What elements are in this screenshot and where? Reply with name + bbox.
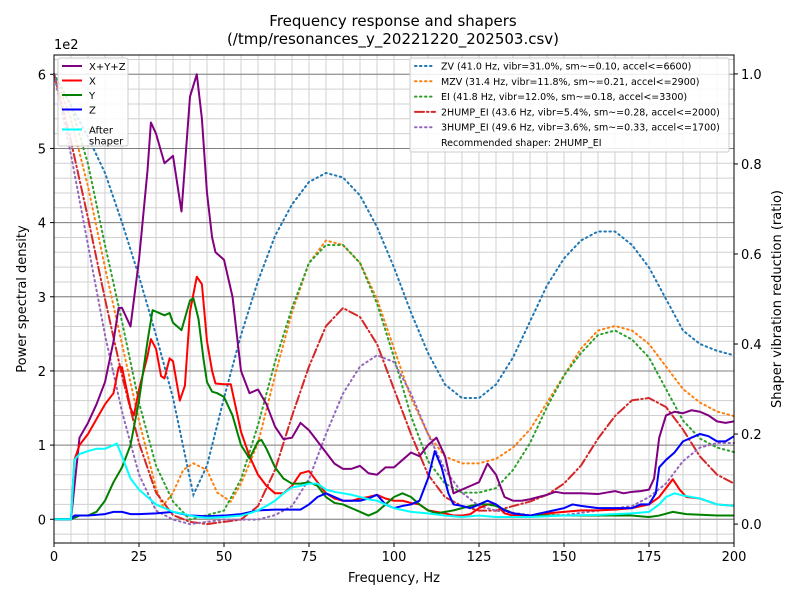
legend-label: shaper	[89, 137, 124, 148]
y2-tick-label: 1.0	[741, 68, 762, 83]
axis-ticks: 0 25 50 75 100 125 150 175 200 0 1 2 3 4 5 6 0.0 0.2 0.4 0.…	[38, 68, 762, 565]
legend-shapers: ZV (41.0 Hz, vibr=31.0%, sm~=0.10, accel…	[409, 57, 730, 153]
y2-tick-label: 0.4	[741, 338, 762, 353]
y-axis-label: Power spectral density	[15, 225, 30, 373]
y-tick-label: 5	[38, 142, 46, 157]
plot-area	[53, 72, 735, 526]
legend-label: X	[89, 77, 96, 88]
x-tick-label: 200	[722, 550, 747, 565]
shaper-line-zv	[53, 72, 735, 498]
y-tick-label: 4	[38, 217, 46, 232]
y-tick-label: 2	[38, 365, 46, 380]
legend-label: Y	[88, 91, 96, 102]
x-tick-label: 0	[50, 550, 58, 565]
shaper-line-ei	[53, 72, 735, 521]
x-tick-label: 25	[131, 550, 148, 565]
legend-label: MZV (31.4 Hz, vibr=11.8%, sm~=0.21, acce…	[441, 77, 700, 88]
legend-label: 3HUMP_EI (49.6 Hz, vibr=3.6%, sm~=0.33, …	[441, 123, 720, 134]
psd-line-0	[54, 73, 735, 521]
psd-line-4	[54, 442, 735, 521]
legend-label: 2HUMP_EI (43.6 Hz, vibr=5.4%, sm~=0.28, …	[441, 107, 720, 118]
y-tick-label: 6	[38, 68, 46, 83]
legend-label: ZV (41.0 Hz, vibr=31.0%, sm~=0.10, accel…	[441, 62, 691, 73]
y2-tick-label: 0.0	[741, 518, 762, 533]
y-tick-label: 1	[38, 439, 46, 454]
x-tick-label: 50	[216, 550, 233, 565]
y2-axis-label: Shaper vibration reduction (ratio)	[770, 190, 785, 408]
x-axis-label: Frequency, Hz	[348, 571, 440, 586]
y-tick-label: 0	[38, 513, 46, 528]
shaper-line-2hump_ei	[53, 72, 735, 526]
legend-label: EI (41.8 Hz, vibr=12.0%, sm~=0.18, accel…	[441, 92, 687, 103]
x-tick-label: 100	[382, 550, 407, 565]
y-tick-label: 3	[38, 291, 46, 306]
recommended-shaper-text: Recommended shaper: 2HUMP_EI	[441, 138, 602, 149]
x-tick-label: 125	[467, 550, 492, 565]
y2-tick-label: 0.2	[741, 428, 762, 443]
psd-line-2	[54, 297, 734, 521]
y2-tick-label: 0.8	[741, 158, 762, 173]
axes-frame	[53, 54, 735, 544]
x-tick-label: 150	[552, 550, 577, 565]
psd-line-1	[54, 275, 735, 521]
legend-label: X+Y+Z	[89, 62, 126, 73]
chart-title: Frequency response and shapers	[269, 12, 517, 30]
legend-shapers-box	[409, 57, 730, 153]
x-tick-label: 175	[637, 550, 662, 565]
legend-label: After	[89, 126, 114, 137]
y-scale-label: 1e2	[54, 38, 79, 53]
chart-subtitle: (/tmp/resonances_y_20221220_202503.csv)	[227, 30, 559, 49]
y2-tick-label: 0.6	[741, 248, 762, 263]
legend-label: Z	[89, 106, 96, 117]
x-tick-label: 75	[301, 550, 318, 565]
